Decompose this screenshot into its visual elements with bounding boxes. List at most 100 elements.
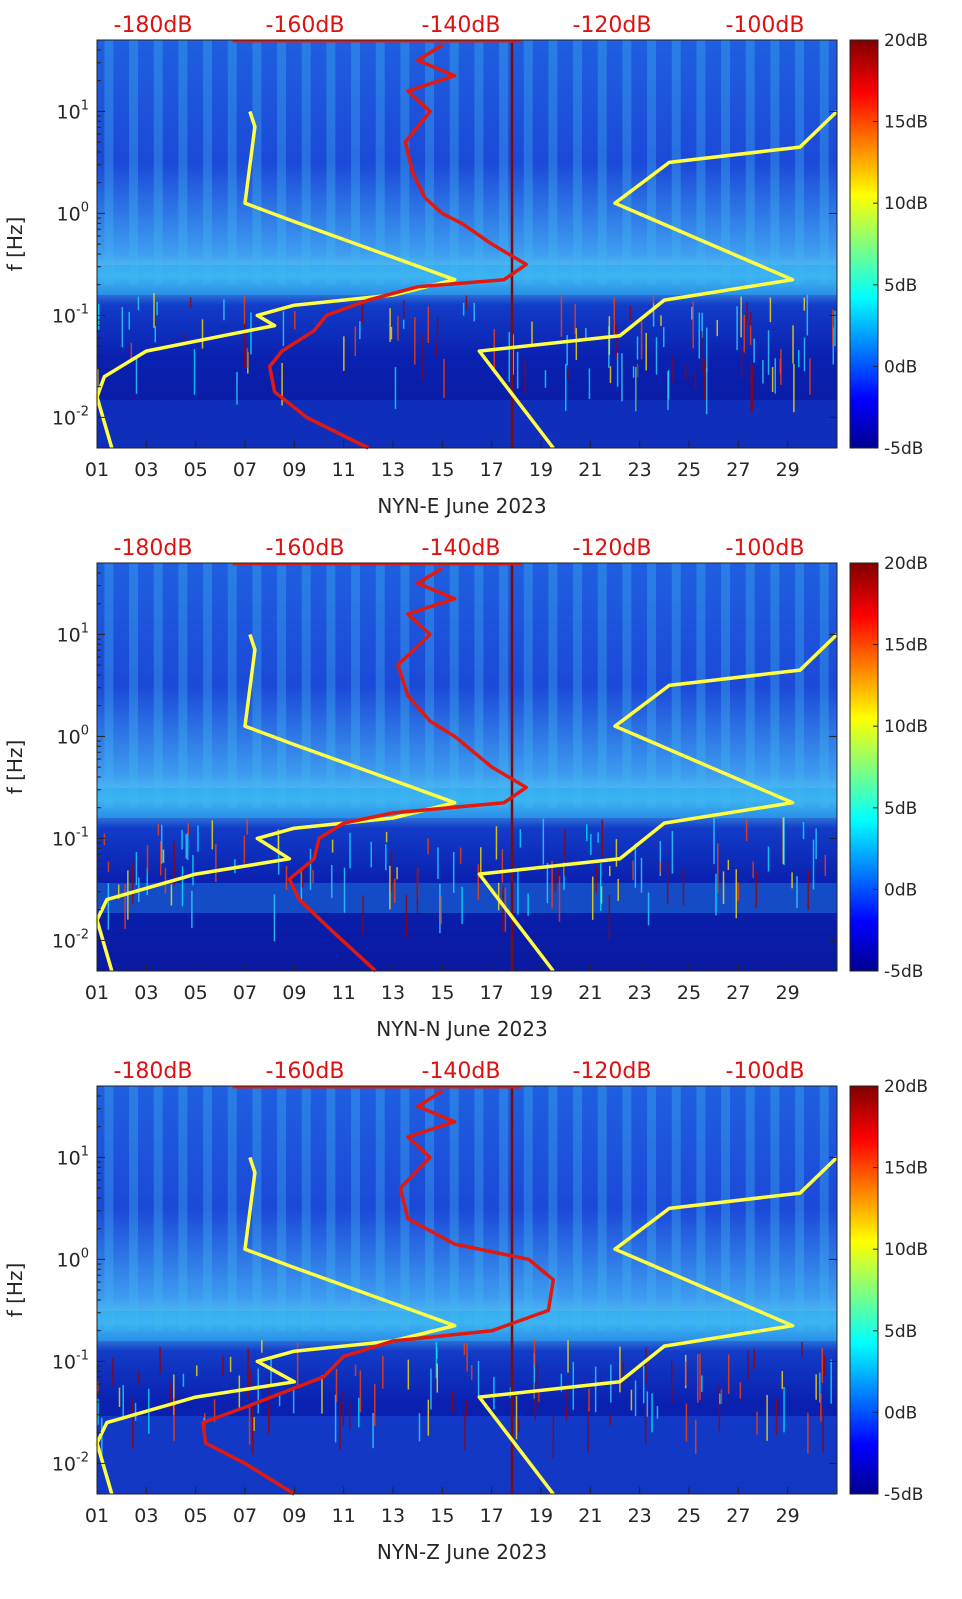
texture-spike (749, 325, 752, 345)
texture-spike (766, 1394, 768, 1441)
texture-stripe (499, 563, 509, 808)
colorbar-label: 10dB (884, 194, 928, 214)
texture-spike (465, 1400, 468, 1415)
texture-spike (575, 328, 578, 360)
x-tick-label: 05 (184, 1505, 208, 1527)
texture-stripe (573, 40, 583, 285)
texture-spike (181, 829, 183, 850)
x-tick-label: 19 (529, 982, 553, 1004)
texture-stripe (375, 40, 385, 285)
texture-spike (753, 1349, 755, 1369)
texture-spike (608, 865, 611, 877)
top-axis-label: -100dB (726, 13, 805, 38)
texture-spike (823, 1355, 826, 1376)
texture-stripe (203, 1086, 213, 1331)
texture-stripe (129, 40, 139, 285)
texture-stripe (721, 1086, 731, 1331)
texture-spike (135, 852, 138, 885)
texture-stripe (301, 1086, 311, 1331)
texture-spike (608, 894, 611, 941)
texture-spike (282, 311, 285, 346)
texture-stripe (523, 563, 533, 808)
texture-spike (229, 1356, 232, 1372)
texture-stripe (597, 40, 607, 285)
texture-spike (277, 829, 280, 855)
texture-spike (354, 326, 357, 357)
x-tick-label: 03 (134, 982, 158, 1004)
x-tick-label: 17 (480, 459, 504, 481)
texture-spike (752, 861, 754, 878)
texture-stripe (770, 1086, 780, 1331)
texture-spike (524, 359, 526, 395)
texture-spike (382, 1355, 384, 1389)
texture-spike (170, 884, 173, 906)
texture-spike (645, 1347, 647, 1384)
y-tick-label: 10-2 (52, 1450, 89, 1475)
texture-spike (616, 352, 619, 387)
texture-stripe (153, 40, 163, 285)
series-line-3 (287, 566, 528, 973)
top-axis-label: -160dB (266, 536, 345, 561)
x-tick-label: 27 (726, 982, 750, 1004)
texture-spike (517, 868, 519, 915)
texture-spike (160, 824, 163, 864)
texture-stripe (425, 40, 435, 285)
texture-spike (740, 348, 743, 379)
texture-stripe (795, 1086, 805, 1331)
texture-spike (354, 1364, 357, 1376)
texture-stripe (301, 40, 311, 285)
texture-spike (436, 1363, 439, 1393)
series-line-2 (477, 633, 839, 973)
x-tick-label: 21 (578, 459, 602, 481)
colorbar-label: 0dB (884, 357, 917, 377)
texture-spike (117, 884, 120, 900)
texture-stripe (104, 1086, 114, 1331)
texture-stripe (425, 563, 435, 808)
texture-spike (296, 1342, 299, 1386)
texture-spike (822, 1407, 824, 1453)
y-tick-label: 101 (57, 98, 89, 123)
texture-spike (727, 1354, 730, 1394)
texture-stripe (523, 1086, 533, 1331)
texture-spike (551, 860, 553, 909)
texture-spike (130, 343, 133, 362)
texture-spike (436, 317, 439, 338)
texture-stripe (795, 563, 805, 808)
texture-spike (169, 1382, 172, 1410)
texture-stripe (277, 1086, 287, 1331)
texture-spike (268, 1380, 270, 1420)
x-tick-label: 29 (776, 1505, 800, 1527)
x-tick-label: 23 (628, 1505, 652, 1527)
texture-spike (131, 862, 134, 904)
texture-spike (537, 1390, 540, 1402)
x-tick-label: 29 (776, 459, 800, 481)
texture-spike (622, 1361, 625, 1386)
x-tick-label: 07 (233, 459, 257, 481)
colorbar (849, 1085, 879, 1495)
texture-stripe (770, 563, 780, 808)
texture-spike (243, 835, 246, 864)
texture-spike (402, 318, 405, 329)
texture-spike (667, 371, 669, 410)
texture-spike (558, 876, 561, 922)
microseism-band (97, 1311, 837, 1341)
x-tick-label: 25 (677, 1505, 701, 1527)
x-tick-label: 05 (184, 459, 208, 481)
texture-stripe (129, 1086, 139, 1331)
texture-spike (743, 315, 746, 353)
texture-spike (300, 871, 303, 900)
texture-stripe (622, 40, 632, 285)
top-axis-label: -140dB (422, 1059, 501, 1084)
series-line-1 (95, 110, 457, 449)
texture-stripe (548, 40, 558, 285)
texture-spike (560, 294, 563, 337)
texture-spike (362, 895, 364, 935)
texture-spike (796, 876, 798, 909)
texture-spike (440, 896, 442, 925)
texture-spike (588, 1388, 590, 1412)
texture-spike (164, 867, 167, 894)
texture-spike (285, 866, 288, 891)
texture-spike (544, 370, 547, 388)
texture-spike (807, 1412, 809, 1454)
